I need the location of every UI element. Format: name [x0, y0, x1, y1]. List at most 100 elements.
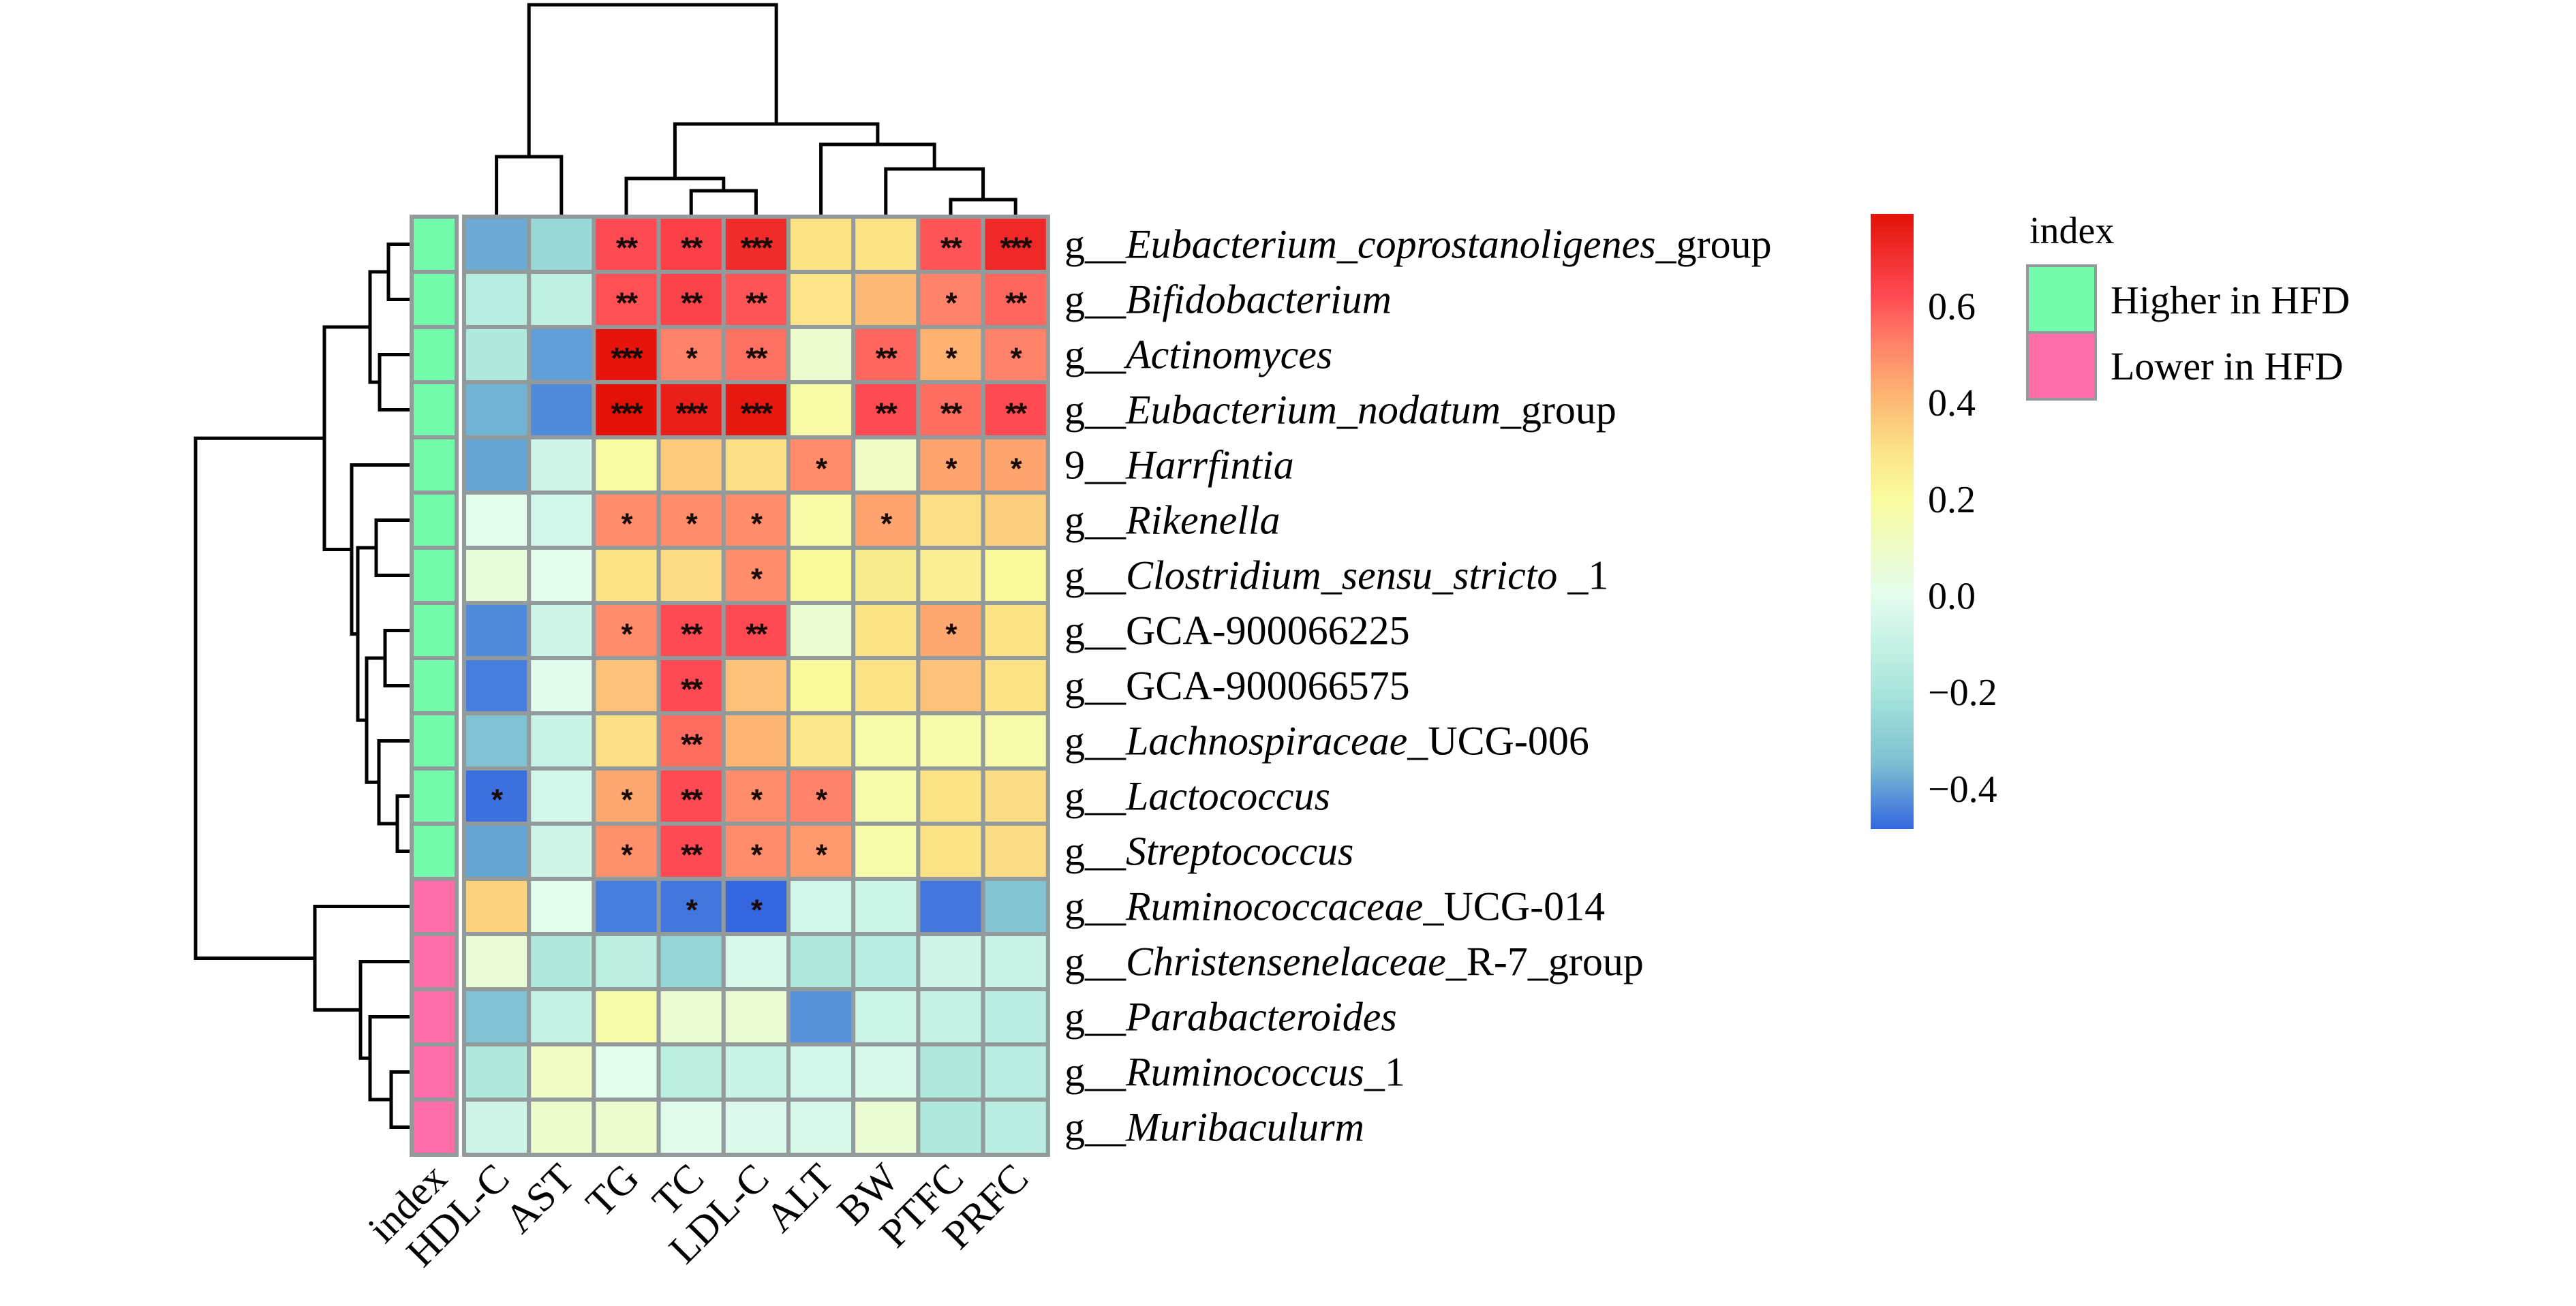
row-label-genus: Actinomyces [1123, 332, 1332, 377]
heatmap-cell [721, 932, 791, 991]
heatmap-cell [656, 435, 726, 495]
significance-mark: * [1011, 342, 1023, 375]
row-label-prefix: g__ [1064, 774, 1126, 819]
significance-mark: ** [746, 342, 768, 375]
heatmap-cell [916, 822, 985, 881]
heatmap-cell [916, 1042, 985, 1102]
heatmap-cell [656, 656, 726, 715]
row-label-prefix: g__ [1064, 608, 1126, 653]
significance-mark: ** [876, 342, 898, 375]
row-label-genus: Muribaculurm [1125, 1105, 1364, 1150]
heatmap-cell [981, 1098, 1050, 1157]
heatmap-cell [721, 546, 791, 605]
index-cell [410, 656, 459, 715]
heatmap-cell [656, 932, 726, 991]
significance-mark: ** [681, 232, 703, 265]
legend-label: Higher in HFD [2111, 278, 2350, 322]
significance-mark: ** [1005, 397, 1028, 431]
index-cell [410, 491, 459, 550]
row-label-genus: Bifidobacterium [1126, 277, 1392, 322]
colorbar-tick-label: 0.0 [1928, 576, 1976, 618]
heatmap-cell [786, 546, 856, 605]
row-label-suffix: _group [1500, 388, 1616, 433]
heatmap-cell [786, 656, 856, 715]
significance-marks: ** ** *** ** ***** ** ** * ***** * ** ** * **** *** ***… [491, 232, 1034, 927]
index-cell [410, 325, 459, 384]
row-label-genus: Lactococcus [1125, 774, 1330, 819]
index-cell [410, 877, 459, 936]
row-label-prefix: g__ [1064, 332, 1126, 377]
significance-mark: ** [876, 397, 898, 431]
heatmap-cell [981, 491, 1050, 550]
significance-mark: ** [681, 673, 703, 706]
significance-mark: ** [1005, 287, 1028, 320]
heatmap-cell [656, 1098, 726, 1157]
column-dendrogram-branch [624, 176, 726, 215]
heatmap-cell [981, 711, 1050, 771]
heatmap-cell [721, 215, 791, 274]
heatmap-cell [851, 1042, 921, 1102]
heatmap-cell [916, 877, 985, 936]
heatmap-cell [721, 435, 791, 495]
heatmap-cell [527, 656, 596, 715]
row-label: 9__Harrfintia [1064, 443, 1294, 488]
row-dendrogram-branch [358, 960, 410, 1060]
row-dendrogram [194, 243, 410, 1129]
heatmap-cell [851, 215, 921, 274]
significance-mark: * [751, 508, 763, 541]
heatmap-cell [592, 601, 661, 660]
heatmap-cell [981, 877, 1050, 936]
row-label: g__Parabacteroides [1064, 995, 1397, 1040]
heatmap-cell [592, 987, 661, 1046]
significance-mark: * [621, 508, 633, 541]
row-label-genus: Eubacterium_coprostanoligenes [1125, 222, 1656, 267]
heatmap-cell [916, 435, 985, 495]
column-dendrogram-branch [819, 142, 936, 215]
significance-mark: * [751, 783, 763, 817]
index-cell [410, 546, 459, 605]
heatmap-cell [462, 601, 532, 660]
row-label-suffix: GCA-900066575 [1126, 664, 1410, 709]
row-dendrogram-branch [395, 794, 410, 853]
heatmap-cell [851, 766, 921, 826]
significance-mark: * [751, 563, 763, 596]
row-label-genus: Lachnospiraceae [1125, 719, 1407, 764]
significance-mark: * [621, 783, 633, 817]
heatmap-cell [916, 546, 985, 605]
significance-mark: *** [741, 397, 773, 431]
heatmap-cell [462, 656, 532, 715]
row-dendrogram-branch [383, 629, 410, 687]
colorbar-tick-label: 0.4 [1928, 382, 1976, 424]
row-label-prefix: g__ [1064, 498, 1126, 543]
row-label: g__Christensenelaceae_R-7_group [1064, 939, 1644, 984]
column-dendrogram-branch [689, 189, 758, 215]
heatmap-cell [786, 325, 856, 384]
row-dendrogram-branch [365, 656, 385, 784]
heatmap-cell [527, 1042, 596, 1102]
row-label-genus: Harrfintia [1125, 443, 1294, 488]
significance-mark: * [751, 894, 763, 927]
index-cell [410, 1042, 459, 1102]
heatmap-cell [592, 932, 661, 991]
heatmap-cell [656, 766, 726, 826]
column-dendrogram-branch [673, 122, 880, 178]
index-cell [410, 1098, 459, 1157]
row-label: g__Eubacterium_coprostanoligenes_group [1064, 222, 1772, 267]
heatmap-cell [851, 822, 921, 881]
heatmap-cell [916, 491, 985, 550]
column-dendrogram-branch [884, 167, 985, 215]
heatmap-cell [527, 1098, 596, 1157]
index-cell [410, 270, 459, 329]
significance-mark: * [945, 618, 957, 651]
significance-mark: * [816, 783, 828, 817]
row-label-suffix: _1 [1557, 553, 1608, 598]
heatmap-cell [592, 1098, 661, 1157]
row-label: g__Streptococcus [1064, 829, 1353, 874]
row-label: g__GCA-900066225 [1064, 608, 1410, 653]
row-label-prefix: g__ [1064, 829, 1126, 874]
row-label-prefix: g__ [1064, 995, 1126, 1040]
row-label-prefix: g__ [1064, 1105, 1126, 1150]
row-label-suffix: _R-7_group [1445, 939, 1644, 984]
